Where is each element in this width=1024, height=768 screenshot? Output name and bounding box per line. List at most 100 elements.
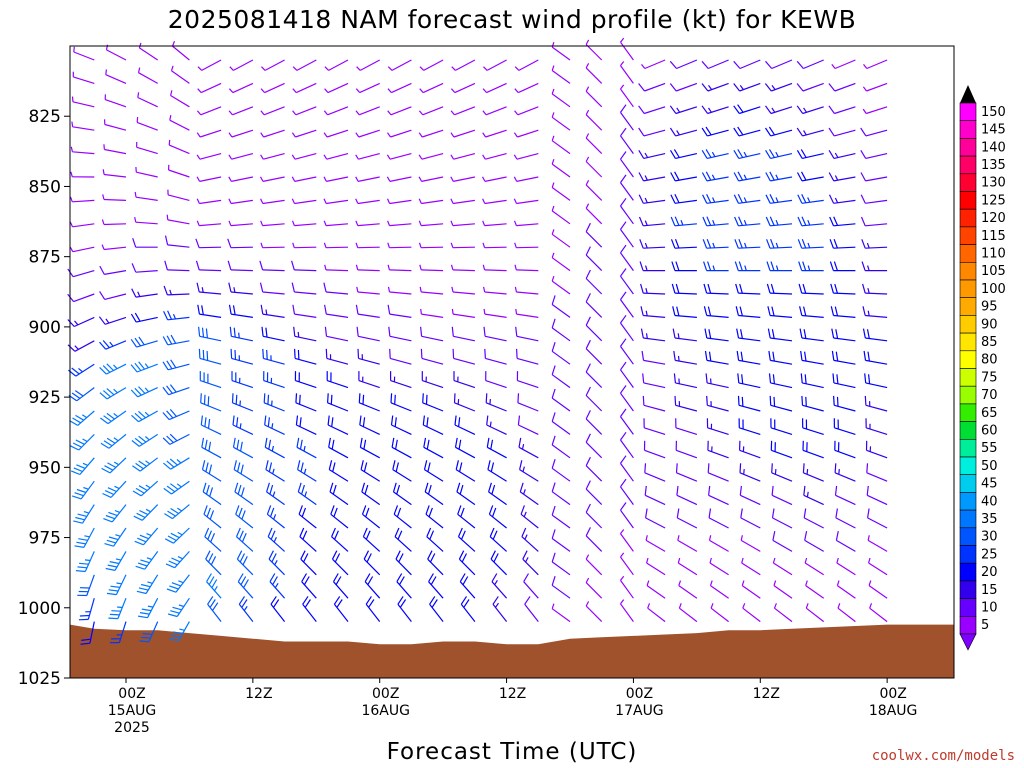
wind-barb (835, 508, 856, 529)
wind-barb-feather (166, 385, 173, 394)
wind-barb-feather (76, 541, 86, 545)
wind-barb-half-feather (176, 483, 182, 488)
wind-barb-staff (357, 269, 380, 272)
wind-barb-half-feather (450, 110, 455, 116)
wind-barb-staff (643, 129, 666, 137)
wind-barb-staff (135, 196, 158, 201)
wind-barb (738, 418, 761, 435)
wind-barb-feather (204, 439, 208, 450)
wind-barb-half-feather (551, 88, 555, 95)
wind-barb (328, 437, 349, 459)
wind-barb-feather (620, 478, 627, 488)
wind-barb (764, 126, 793, 137)
wind-barb-feather (676, 306, 680, 317)
wind-barb-feather (297, 460, 301, 470)
wind-barb-feather (672, 306, 676, 316)
wind-barb-feather (833, 261, 838, 271)
wind-barb-staff (200, 129, 222, 138)
wind-barb-feather (645, 508, 648, 518)
wind-barb (733, 126, 761, 137)
wind-barb-staff (72, 101, 95, 108)
wind-barb (765, 59, 793, 70)
wind-barb-feather (734, 216, 739, 227)
wind-barb-staff (327, 106, 349, 116)
wind-barb-feather (243, 579, 249, 589)
wind-barb-staff (620, 112, 634, 131)
wind-barb-feather (211, 579, 218, 589)
wind-barb-staff (72, 126, 95, 131)
wind-barb-feather (802, 283, 807, 294)
wind-barb-feather (110, 585, 120, 588)
wind-barb-feather (209, 599, 216, 608)
wind-barb-feather (708, 485, 711, 496)
wind-barb (324, 326, 349, 342)
wind-barb-half-feather (115, 558, 122, 561)
wind-barb-half-feather (179, 628, 185, 631)
wind-barb-feather (639, 239, 644, 249)
wind-barb (524, 596, 539, 622)
wind-barb (641, 350, 666, 365)
wind-barb-feather (166, 588, 177, 593)
wind-barb-staff (585, 535, 603, 552)
wind-barb (297, 482, 317, 506)
wind-barb (264, 415, 285, 435)
wind-barb-staff (484, 199, 507, 205)
wind-barb-feather (134, 437, 143, 445)
wind-barb-feather (141, 608, 152, 612)
wind-barb-half-feather (274, 560, 278, 566)
wind-barb-feather (706, 395, 708, 406)
wind-barb (332, 573, 349, 599)
wind-barb-half-feather (69, 246, 74, 252)
wind-barb-feather (170, 359, 177, 369)
wind-barb (424, 482, 444, 506)
wind-barb (70, 146, 95, 155)
wind-barb-feather (638, 105, 645, 114)
wind-barb-staff (199, 199, 222, 205)
colorbar-label: 65 (981, 406, 998, 421)
wind-barb-feather (164, 235, 169, 246)
wind-barb (677, 535, 698, 552)
wind-barb-half-feather (355, 132, 360, 138)
wind-barb-feather (769, 171, 775, 181)
wind-barb-half-feather (712, 197, 716, 203)
wind-barb-feather (620, 151, 627, 160)
wind-barb-feather (241, 599, 248, 608)
wind-barb-feather (327, 393, 329, 403)
wind-barb-feather (240, 576, 247, 585)
wind-barb (521, 527, 539, 552)
x-tick-label: 16AUG (361, 703, 410, 719)
wind-barb-feather (200, 393, 202, 403)
wind-barb-staff (620, 486, 634, 505)
wind-barb-feather (429, 596, 436, 605)
colorbar-label: 140 (981, 140, 1006, 155)
wind-barb-half-feather (196, 176, 201, 182)
wind-barb-half-feather (743, 151, 748, 157)
wind-barb (260, 304, 285, 318)
wind-barb (291, 198, 317, 205)
wind-barb-feather (834, 283, 838, 294)
wind-barb-half-feather (677, 557, 681, 564)
wind-barb (201, 437, 222, 459)
wind-barb-half-feather (144, 411, 150, 417)
wind-barb-feather (430, 576, 437, 586)
wind-barb-staff (327, 82, 349, 94)
colorbar-label: 110 (981, 246, 1006, 261)
wind-barb-feather (425, 505, 430, 515)
wind-barb-staff (773, 562, 793, 576)
wind-barb-feather (132, 238, 137, 248)
wind-barb-feather (458, 439, 462, 450)
wind-barb-staff (389, 153, 412, 160)
wind-barb (450, 129, 476, 138)
wind-barb (358, 393, 380, 412)
wind-barb (418, 176, 444, 182)
wind-barb-half-feather (451, 308, 454, 315)
wind-barb-feather (706, 194, 712, 204)
wind-barb-half-feather (386, 154, 391, 160)
wind-barb-staff (620, 392, 634, 412)
wind-barb-staff (869, 607, 888, 623)
wind-barb-feather (102, 492, 112, 498)
wind-barb (237, 573, 254, 599)
wind-barb-feather (739, 306, 743, 317)
wind-barb (260, 106, 285, 116)
wind-barb (701, 59, 729, 70)
